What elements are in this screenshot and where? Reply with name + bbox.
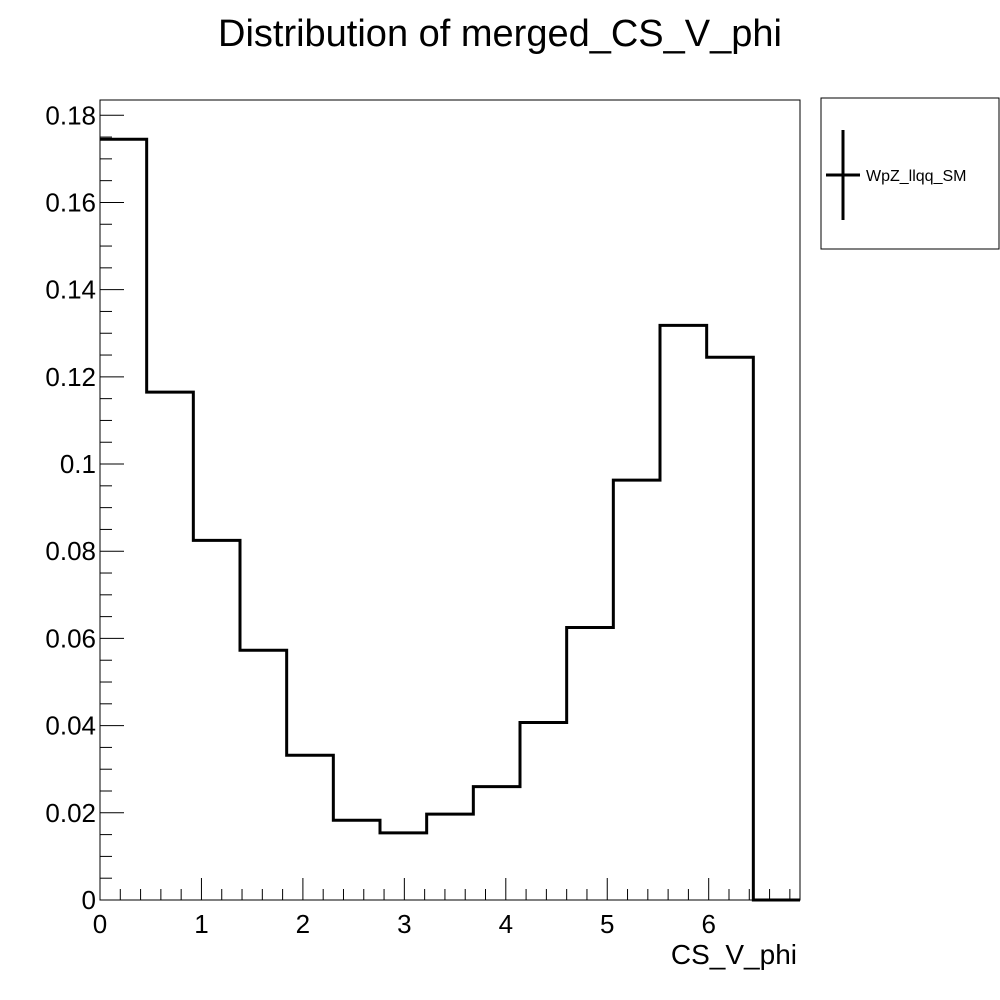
y-axis: 0 0.02 0.04 0.06 0.08 0.1 0.12 0.14 0.16 0.18 <box>45 100 124 915</box>
histogram-step-line <box>100 137 800 902</box>
y-tick-label: 0.18 <box>45 100 96 130</box>
y-tick-label: 0.02 <box>45 798 96 828</box>
y-tick-label: 0.16 <box>45 187 96 217</box>
x-axis: 0 1 2 3 4 5 6 <box>93 878 791 939</box>
y-tick-label: 0.08 <box>45 536 96 566</box>
y-tick-label: 0.1 <box>60 449 96 479</box>
legend: WpZ_llqq_SM <box>820 97 1000 250</box>
legend-entry-label: WpZ_llqq_SM <box>866 168 966 185</box>
x-tick-label: 6 <box>701 909 715 939</box>
plot-frame <box>99 99 801 901</box>
x-tick-label: 5 <box>600 909 614 939</box>
x-tick-label: 4 <box>499 909 513 939</box>
y-tick-label: 0 <box>82 885 96 915</box>
y-tick-label: 0.14 <box>45 275 96 305</box>
x-tick-label: 0 <box>93 909 107 939</box>
y-tick-label: 0.12 <box>45 362 96 392</box>
x-axis-title: CS_V_phi <box>671 939 797 970</box>
y-tick-label: 0.04 <box>45 711 96 741</box>
chart-title: Distribution of merged_CS_V_phi <box>218 13 782 55</box>
x-tick-label: 3 <box>397 909 411 939</box>
x-tick-label: 1 <box>194 909 208 939</box>
y-tick-label: 0.06 <box>45 623 96 653</box>
x-tick-label: 2 <box>296 909 310 939</box>
